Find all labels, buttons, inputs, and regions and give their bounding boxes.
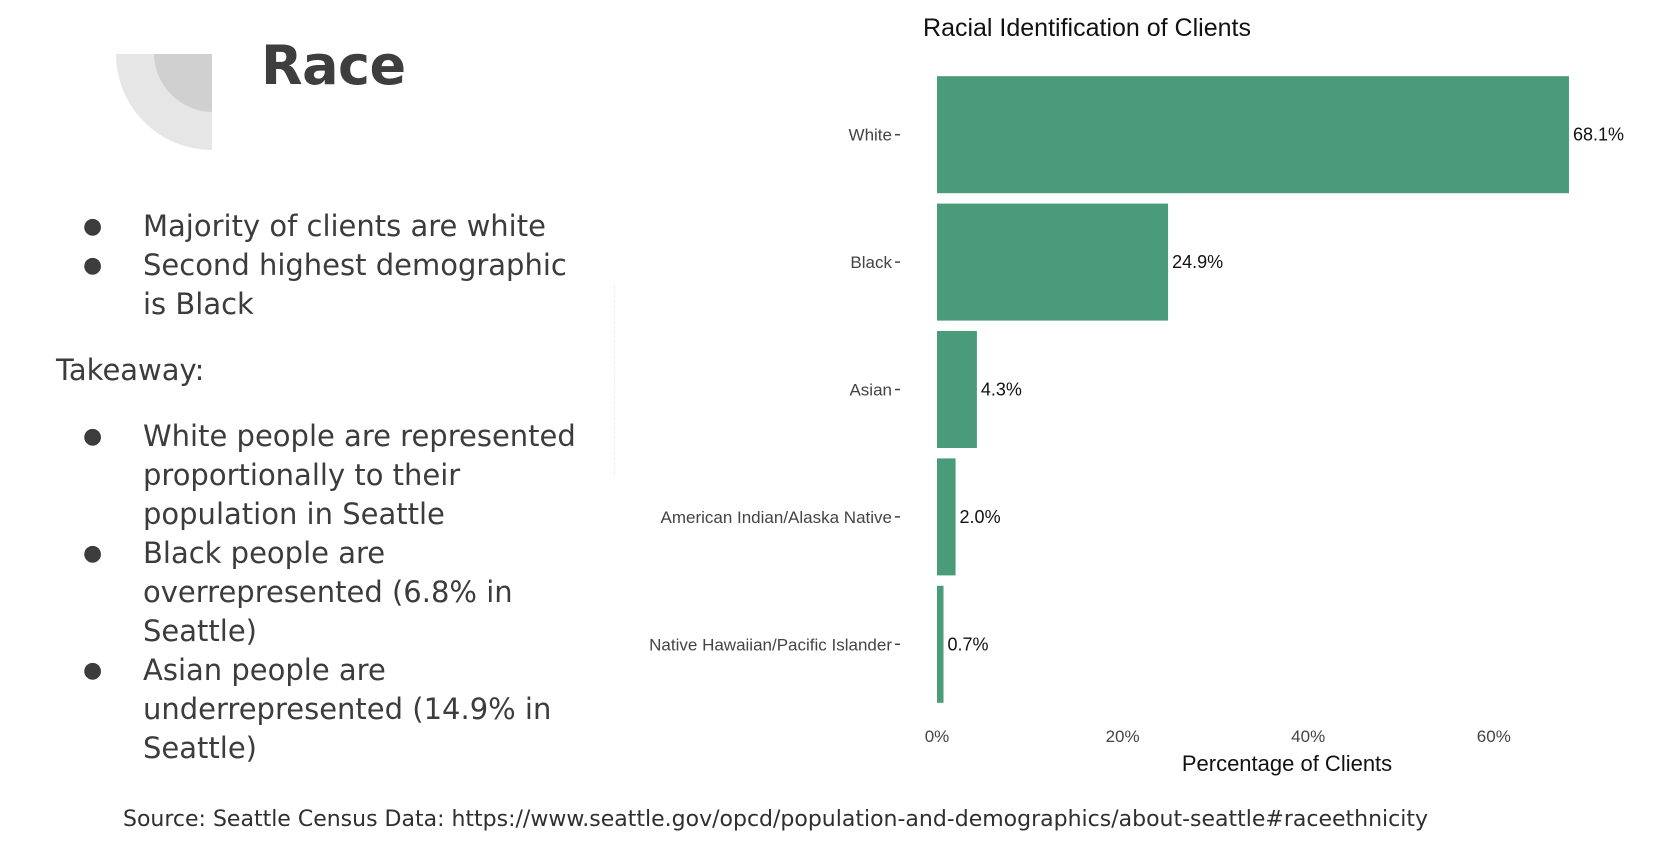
bullet-dot-icon: ● bbox=[83, 253, 103, 278]
x-tick-label: 0% bbox=[925, 727, 950, 746]
bullet-dot-icon: ● bbox=[83, 424, 103, 449]
y-tick-label: Asian bbox=[849, 381, 892, 400]
chart-title: Racial Identification of Clients bbox=[923, 14, 1251, 42]
bar bbox=[937, 458, 956, 576]
bullet-item: ● Black people are overrepresented (6.8% … bbox=[56, 534, 596, 651]
x-tick-label: 20% bbox=[1106, 727, 1140, 746]
bullet-list-top: ● Majority of clients are white ● Second h… bbox=[56, 207, 596, 324]
data-label: 2.0% bbox=[960, 507, 1001, 527]
chart-container: Racial Identification of Clients White 68.… bbox=[600, 0, 1675, 790]
y-tick-label: Black bbox=[850, 253, 892, 272]
slide-title: Race bbox=[261, 34, 406, 97]
bullet-item: ● Asian people are underrepresented (14.9… bbox=[56, 651, 596, 768]
data-label: 0.7% bbox=[947, 634, 988, 654]
bullet-dot-icon: ● bbox=[83, 214, 103, 239]
bullet-text: Majority of clients are white bbox=[143, 209, 546, 243]
x-tick-label: 60% bbox=[1477, 727, 1511, 746]
bullet-list-bottom: ● White people are represented proportion… bbox=[56, 417, 596, 768]
source-citation: Source: Seattle Census Data: https://www… bbox=[123, 807, 1429, 832]
bar bbox=[937, 585, 944, 703]
takeaway-label: Takeaway: bbox=[56, 353, 205, 387]
bullet-dot-icon: ● bbox=[83, 658, 103, 683]
decorative-quarter-circle bbox=[116, 54, 212, 150]
bullet-dot-icon: ● bbox=[83, 541, 103, 566]
bullet-item: ● Majority of clients are white bbox=[56, 207, 596, 246]
bar bbox=[937, 76, 1569, 194]
bullet-text: Black people are overrepresented (6.8% i… bbox=[143, 536, 513, 648]
y-tick-label: Native Hawaiian/Pacific Islander bbox=[649, 635, 892, 654]
bullet-text: Second highest demographic is Black bbox=[143, 248, 567, 321]
bullet-item: ● White people are represented proportion… bbox=[56, 417, 596, 534]
bar bbox=[937, 203, 1169, 321]
data-label: 4.3% bbox=[981, 380, 1022, 400]
bullet-text-block: ● Majority of clients are white ● Second h… bbox=[56, 207, 596, 768]
bar-chart: Racial Identification of Clients White 68.… bbox=[649, 14, 1624, 776]
bullet-item: ● Second highest demographic is Black bbox=[56, 246, 596, 324]
bar bbox=[937, 331, 977, 448]
data-label: 24.9% bbox=[1172, 252, 1223, 272]
x-tick-label: 40% bbox=[1291, 727, 1325, 746]
data-label: 68.1% bbox=[1573, 125, 1624, 145]
y-tick-label: White bbox=[849, 126, 892, 145]
bullet-text: White people are represented proportiona… bbox=[143, 419, 576, 531]
x-axis-label: Percentage of Clients bbox=[1182, 751, 1392, 776]
bullet-text: Asian people are underrepresented (14.9%… bbox=[143, 653, 552, 765]
faint-divider bbox=[614, 285, 615, 475]
y-tick-label: American Indian/Alaska Native bbox=[660, 508, 892, 527]
